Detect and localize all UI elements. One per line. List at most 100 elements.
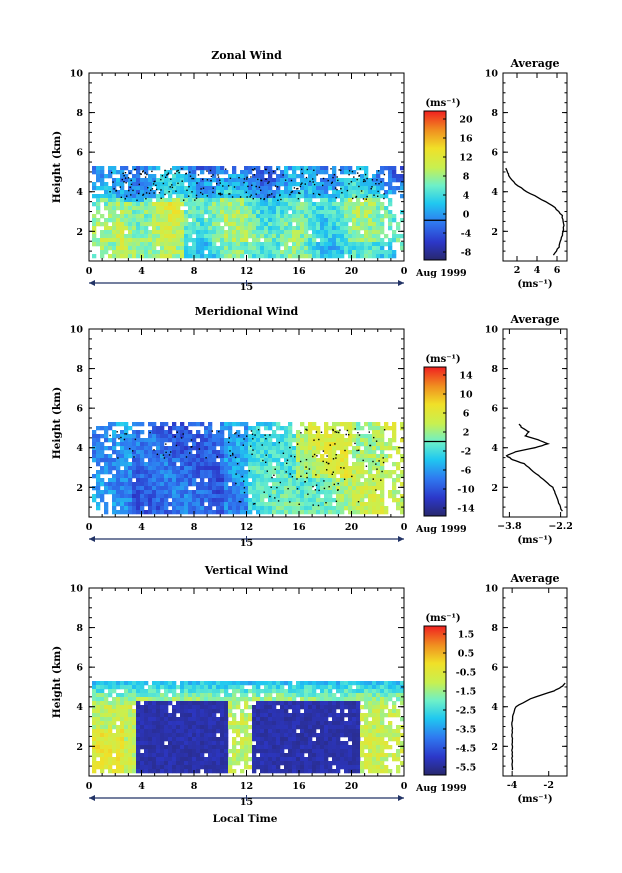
heatmap-cell [116,713,121,718]
heatmap-cell [144,178,149,183]
heatmap-cell [296,490,301,495]
heatmap-cell [184,713,189,718]
heatmap-cell [328,206,333,211]
contour-dot [217,174,219,176]
heatmap-cell [236,226,241,231]
heatmap-cell [360,685,365,690]
heatmap-cell [376,234,381,239]
heatmap-cell [96,717,101,722]
heatmap-cell [256,222,261,227]
heatmap-cell [172,458,177,463]
heatmap-cell [160,178,165,183]
heatmap-cell [176,210,181,215]
heatmap-cell [360,510,365,515]
contour-dot [370,188,372,190]
heatmap-cell [132,450,137,455]
heatmap-cell [196,498,201,503]
heatmap-cell [212,250,217,255]
heatmap-cell [312,442,317,447]
heatmap-cell [164,202,169,207]
heatmap-cell [300,254,305,259]
heatmap-cell [336,510,341,515]
heatmap-cell [336,697,341,702]
heatmap-cell [356,218,361,223]
heatmap-cell [300,681,305,686]
heatmap-cell [244,733,249,738]
heatmap-cell [332,426,337,431]
heatmap-cell [112,458,117,463]
heatmap-cell [172,454,177,459]
heatmap-cell [180,182,185,187]
heatmap-cell [348,226,353,231]
heatmap-cell [140,218,145,223]
heatmap-cell [216,182,221,187]
heatmap-cell [272,194,277,199]
heatmap-cell [276,422,281,427]
heatmap-cell [152,494,157,499]
heatmap-cell [132,494,137,499]
heatmap-cell [128,210,133,215]
date-bar-arrow-right [398,280,404,286]
heatmap-cell [196,214,201,219]
heatmap-cell [152,166,157,171]
heatmap-cell [388,685,393,690]
heatmap-cell [328,242,333,247]
heatmap-cell [200,454,205,459]
heatmap-cell [340,717,345,722]
heatmap-cell [292,434,297,439]
heatmap-cell [164,701,169,706]
heatmap-cell [340,238,345,243]
heatmap-cell [116,170,121,175]
heatmap-cell [380,510,385,515]
heatmap-cell [240,230,245,235]
heatmap-cell [212,713,217,718]
heatmap-cell [316,222,321,227]
heatmap-cell [256,214,261,219]
x-tick-label: 4 [138,266,145,277]
heatmap-cell [232,725,237,730]
heatmap-cell [256,486,261,491]
heatmap-cell [388,186,393,191]
heatmap-cell [340,490,345,495]
heatmap-cell [160,458,165,463]
heatmap-cell [224,458,229,463]
heatmap-cell [120,709,125,714]
heatmap-cell [244,486,249,491]
heatmap-cell [364,230,369,235]
heatmap-cell [360,250,365,255]
heatmap-cell [100,426,105,431]
heatmap-cell [380,458,385,463]
heatmap-cell [100,729,105,734]
heatmap-cell [96,218,101,223]
heatmap-cell [320,458,325,463]
heatmap-cell [276,482,281,487]
heatmap-cell [172,186,177,191]
heatmap-cell [192,470,197,475]
heatmap-cell [100,170,105,175]
heatmap-cell [236,210,241,215]
contour-dot [273,196,275,198]
heatmap-cell [280,717,285,722]
contour-dot [128,189,130,192]
heatmap-cell [296,430,301,435]
heatmap-cell [332,438,337,443]
contour-dot [171,186,174,189]
contour-dot [252,449,254,451]
heatmap-cell [280,202,285,207]
heatmap-cell [144,454,149,459]
heatmap-cell [392,186,397,191]
heatmap-cell [272,214,277,219]
heatmap-cell [400,454,405,459]
heatmap-cell [212,442,217,447]
contour-dot [307,493,309,495]
heatmap-cell [328,510,333,515]
heatmap-cell [208,446,213,451]
heatmap-cell [144,210,149,215]
heatmap-cell [300,446,305,451]
heatmap-cell [276,446,281,451]
contour-dot [375,183,377,185]
heatmap-cell [284,214,289,219]
heatmap-cell [256,685,261,690]
heatmap-cell [380,246,385,251]
heatmap-cell [192,502,197,507]
